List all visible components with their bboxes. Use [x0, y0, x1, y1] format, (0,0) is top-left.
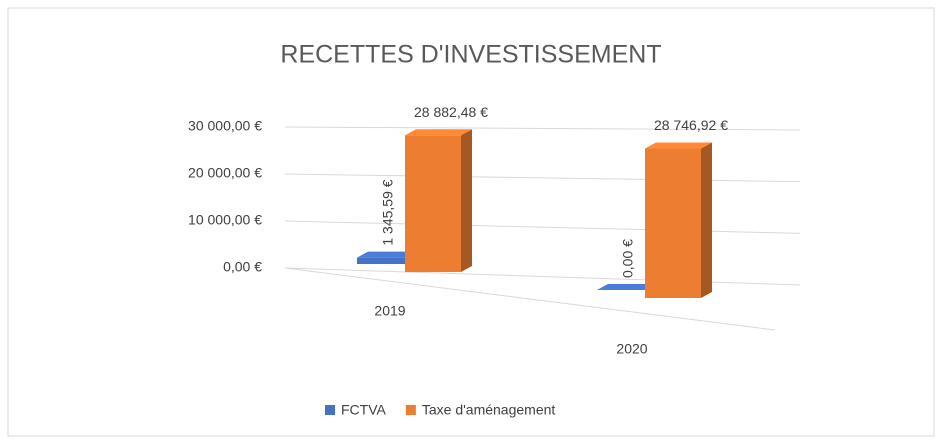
x-tick-label: 2019 — [374, 303, 405, 319]
bar-side — [461, 129, 472, 272]
legend-label: FCTVA — [341, 402, 387, 418]
y-tick-label: 20 000,00 € — [188, 165, 262, 181]
grid-line — [284, 173, 801, 183]
data-label: 1 345,59 € — [380, 179, 396, 245]
grid-line — [284, 220, 801, 234]
legend-label: Taxe d'aménagement — [422, 402, 556, 418]
legend-swatch — [325, 405, 335, 415]
bar — [405, 135, 461, 272]
grid-line — [284, 267, 801, 286]
chart-title: RECETTES D'INVESTISSEMENT — [280, 41, 661, 69]
bar-top — [645, 142, 712, 149]
data-label: 28 882,48 € — [414, 104, 488, 120]
y-tick-label: 0,00 € — [223, 259, 262, 275]
y-tick-label: 10 000,00 € — [188, 212, 262, 228]
bar — [357, 257, 413, 264]
data-label: 0,00 € — [620, 239, 636, 278]
floor-line — [284, 267, 776, 331]
bar — [645, 148, 701, 298]
legend-swatch — [405, 405, 416, 415]
bar-top — [405, 129, 472, 136]
y-tick-label: 30 000,00 € — [188, 118, 262, 134]
data-label: 28 746,92 € — [654, 117, 728, 133]
x-tick-label: 2020 — [616, 341, 647, 357]
grid-line — [284, 126, 801, 131]
bar-side — [701, 142, 712, 298]
